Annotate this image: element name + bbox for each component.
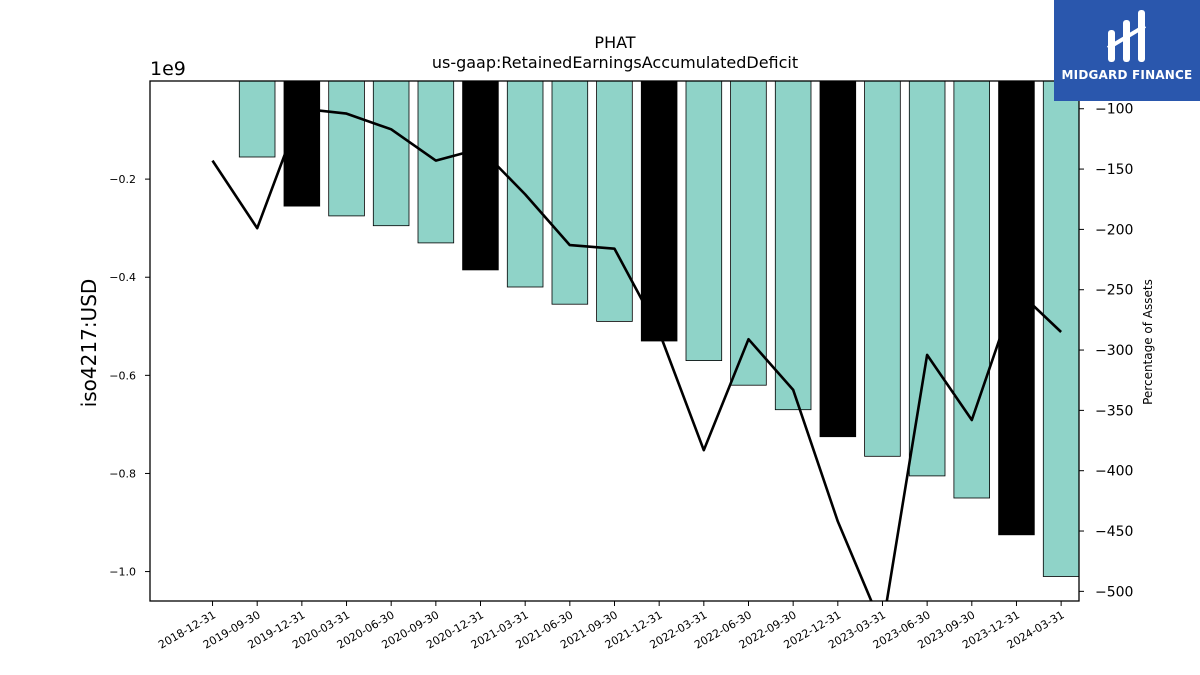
bar-2020-12-31 (462, 81, 499, 271)
y2-tick-label: −400 (1095, 464, 1133, 480)
y2-tick-label: −500 (1095, 584, 1133, 600)
bar-2023-09-30 (953, 81, 991, 499)
y2-tick-label: −300 (1095, 343, 1133, 359)
brand-logo: MIDGARD FINANCE (1054, 0, 1200, 101)
y2-tick-label: −100 (1095, 102, 1133, 118)
bar-2021-09-30 (596, 81, 633, 322)
bar-2020-06-30 (372, 81, 410, 227)
bar-2023-12-31 (998, 81, 1035, 536)
y-tick-label: −1.0 (109, 566, 136, 579)
y-tick-label: −0.6 (109, 369, 136, 382)
bar-2023-03-31 (864, 81, 901, 457)
bar-2022-12-31 (819, 81, 857, 438)
bar-2024-03-31 (1042, 81, 1079, 577)
bar-2022-06-30 (730, 81, 767, 386)
bar-2023-06-30 (908, 81, 946, 477)
bar-2021-06-30 (551, 81, 589, 305)
bar-2020-03-31 (328, 81, 365, 217)
y-axis-label: iso4217:USD (77, 279, 101, 408)
bar-2021-12-31 (640, 81, 678, 342)
logo-mark-icon (1106, 10, 1147, 62)
bar-2020-09-30 (417, 81, 455, 244)
y-tick-label: −0.2 (109, 173, 136, 186)
line-group (211, 107, 1062, 601)
y2-tick-label: −150 (1095, 162, 1133, 178)
bar-2019-09-30 (238, 81, 276, 158)
y2-tick-label: −350 (1095, 403, 1133, 419)
percentage-line (211, 107, 1062, 601)
y-tick-label: −0.8 (109, 467, 136, 480)
bars-group (238, 81, 1079, 577)
y2-axis-label: Percentage of Assets (1141, 279, 1155, 405)
y2-tick-label: −450 (1095, 524, 1133, 540)
y2-tick-label: −250 (1095, 283, 1133, 299)
bar-2022-03-31 (685, 81, 723, 362)
chart-title: PHAT (594, 33, 635, 52)
bar-2021-03-31 (506, 81, 544, 288)
bar-2022-09-30 (774, 81, 812, 411)
logo-text: MIDGARD FINANCE (1061, 68, 1193, 82)
chart-subtitle: us-gaap:RetainedEarningsAccumulatedDefic… (432, 53, 798, 72)
y2-tick-label: −200 (1095, 222, 1133, 238)
y-tick-label: −0.4 (109, 271, 136, 284)
y-offset-label: 1e9 (150, 58, 186, 80)
